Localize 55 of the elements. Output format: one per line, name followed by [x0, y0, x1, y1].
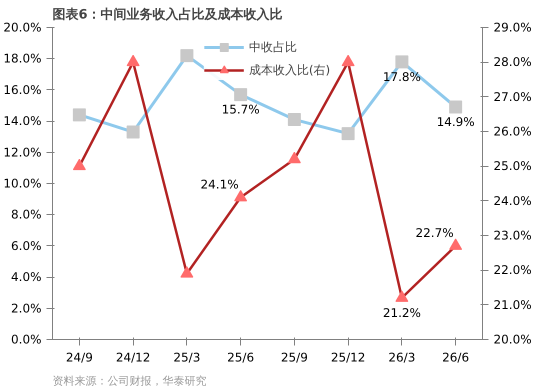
data-label: 24.1%: [200, 177, 239, 192]
point: [234, 190, 248, 202]
point: [395, 290, 408, 302]
x-tick-label: 25/6: [227, 350, 254, 364]
y-tick-label: 0.0%: [11, 332, 42, 346]
y2-tick-label: 21.0%: [494, 298, 532, 312]
point: [288, 152, 301, 164]
point: [72, 108, 86, 122]
y2-tick-label: 23.0%: [494, 228, 532, 242]
point: [342, 127, 355, 140]
y-tick-label: 4.0%: [11, 270, 42, 284]
y-tick-label: 14.0%: [3, 114, 42, 128]
point: [126, 54, 140, 66]
x-tick-label: 25/12: [330, 350, 366, 364]
data-label: 14.9%: [436, 115, 475, 130]
point: [395, 55, 408, 68]
point: [449, 100, 462, 114]
point: [180, 266, 194, 278]
data-label: 21.2%: [382, 306, 421, 320]
legend-label: 成本收入比(右): [248, 62, 330, 78]
point: [72, 158, 86, 170]
y-tick-label: 6.0%: [11, 238, 42, 253]
y-tick-label: 8.0%: [11, 208, 42, 222]
y2-tick-label: 29.0%: [494, 20, 532, 34]
x-tick-label: 24/9: [66, 350, 93, 364]
y-tick-label: 16.0%: [3, 82, 42, 97]
y2-tick-label: 24.0%: [494, 194, 532, 208]
y-tick-label: 2.0%: [11, 301, 42, 316]
y2-tick-label: 20.0%: [494, 332, 532, 346]
legend-label: 中收占比: [248, 38, 297, 56]
y-tick-label: 12.0%: [3, 145, 42, 160]
y2-tick-label: 26.0%: [494, 124, 532, 138]
data-label: 17.8%: [382, 70, 421, 84]
y-tick-label: 18.0%: [3, 52, 42, 66]
y2-tick-label: 27.0%: [494, 90, 532, 104]
data-label: 15.7%: [222, 102, 260, 117]
y-tick-label: 20.0%: [3, 20, 42, 34]
chart-title: 图表6：中间业务收入占比及成本收入比: [52, 6, 283, 22]
y-tick-label: 10.0%: [3, 176, 42, 190]
x-tick-label: 26/3: [388, 350, 416, 364]
data-label: 22.7%: [416, 226, 454, 240]
point: [288, 113, 301, 126]
x-tick-label: 25/9: [280, 350, 308, 364]
point: [126, 126, 140, 139]
x-tick-label: 26/6: [442, 350, 470, 364]
x-tick-label: 25/3: [173, 350, 200, 364]
y2-tick-label: 25.0%: [494, 159, 532, 174]
text: 资料来源：公司财报，华泰研究: [52, 374, 206, 388]
y2-tick-label: 22.0%: [494, 263, 532, 278]
point: [449, 238, 462, 250]
point: [342, 54, 355, 66]
point: [234, 88, 248, 102]
point: [180, 49, 194, 62]
y2-tick-label: 28.0%: [494, 55, 532, 70]
x-tick-label: 24/12: [116, 350, 150, 364]
